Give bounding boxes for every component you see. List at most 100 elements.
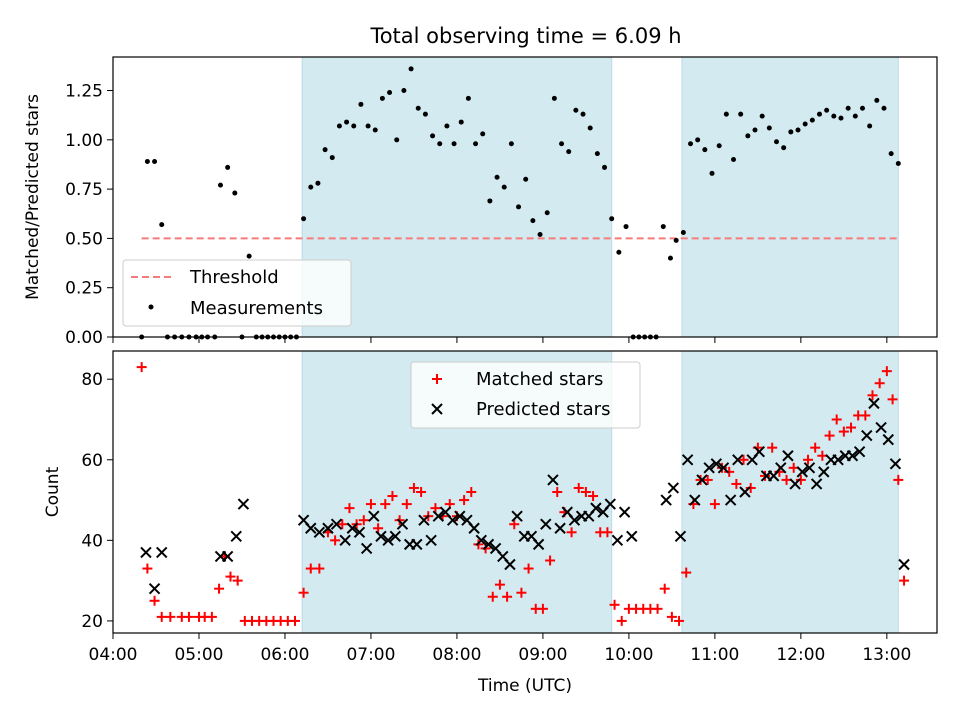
- matched-star-point: [232, 575, 243, 586]
- matched-star-point: [738, 454, 749, 465]
- x-stroke: [789, 478, 801, 490]
- predicted-star-point: [753, 446, 766, 458]
- predicted-star-point: [346, 522, 359, 534]
- x-stroke: [818, 466, 830, 478]
- predicted-star-point: [148, 582, 161, 595]
- matched-star-point: [760, 470, 771, 481]
- matched-star-point: [717, 462, 728, 473]
- x-stroke: [875, 421, 887, 434]
- matched-star-point: [365, 499, 376, 510]
- measurement-point: [387, 89, 393, 95]
- matched-star-point: [552, 487, 563, 497]
- observing-interval-shade: [681, 351, 899, 633]
- matched-star-point: [502, 591, 513, 602]
- predicted-legend-label: Predicted stars: [476, 399, 610, 420]
- x-stroke: [803, 462, 816, 474]
- x-stroke: [796, 466, 809, 478]
- matched-star-point: [666, 611, 677, 622]
- matched-star-point: [831, 414, 842, 425]
- predicted-star-point: [360, 542, 373, 555]
- bottom-axes-frame: [112, 350, 938, 634]
- matched-star-point: [314, 563, 325, 574]
- measurement-point: [573, 107, 579, 113]
- matched-star-point: [731, 478, 742, 489]
- x-stroke: [411, 538, 423, 551]
- x-stroke: [782, 450, 794, 462]
- x-stroke: [618, 506, 631, 518]
- x-stroke: [221, 550, 234, 563]
- matched-star-point: [183, 611, 194, 622]
- predicted-star-point: [626, 530, 638, 543]
- x-stroke: [439, 506, 452, 518]
- predicted-star-point: [446, 514, 459, 526]
- measurement-point: [759, 113, 765, 119]
- matched-star-point: [156, 611, 167, 622]
- measurement-point: [673, 237, 679, 243]
- x-stroke: [468, 522, 480, 534]
- predicted-star-point: [818, 466, 830, 478]
- x-stroke: [681, 454, 694, 466]
- measurement-point: [351, 123, 357, 129]
- predicted-star-point: [504, 558, 516, 571]
- predicted-star-point: [775, 462, 787, 474]
- measurement-point: [723, 111, 729, 117]
- predicted-star-point: [330, 518, 343, 530]
- predicted-star-point: [454, 510, 466, 522]
- x-stroke: [313, 526, 326, 538]
- x-tick-label: 06:00: [260, 645, 309, 665]
- x-tick-label: 10:00: [604, 645, 653, 665]
- matched-star-point: [225, 571, 236, 582]
- matched-star-point: [430, 503, 441, 514]
- matched-star-point: [523, 563, 534, 574]
- matched-star-point: [795, 474, 806, 485]
- matched-star-point: [416, 487, 427, 497]
- matched-star-point: [709, 499, 720, 510]
- measurement-point: [217, 182, 223, 188]
- x-stroke: [461, 514, 473, 526]
- measurement-point: [315, 180, 321, 186]
- x-stroke: [396, 518, 409, 530]
- measurement-point: [802, 121, 808, 127]
- predicted-star-point: [853, 446, 866, 458]
- measurement-point: [523, 176, 529, 182]
- predicted-star-point: [782, 450, 794, 462]
- y-tick-label: 0.25: [65, 279, 103, 299]
- x-stroke: [148, 582, 161, 595]
- x-stroke: [846, 450, 859, 462]
- measurement-point: [329, 155, 335, 161]
- top-y-axis-label: Matched/Predicted stars: [23, 94, 43, 300]
- measurement-point: [824, 107, 830, 113]
- x-stroke: [482, 538, 495, 551]
- matched-star-point: [387, 491, 398, 502]
- predicted-star-point: [368, 510, 380, 522]
- matched-star-point: [681, 567, 692, 578]
- x-stroke: [360, 542, 373, 555]
- matched-star-point: [838, 426, 849, 437]
- matched-star-point: [537, 603, 548, 614]
- y-tick-label: 40: [81, 531, 103, 551]
- x-stroke: [297, 514, 310, 526]
- matched-star-point: [142, 563, 153, 574]
- measurement-point: [838, 115, 844, 121]
- x-stroke: [382, 534, 394, 547]
- predicted-star-point: [382, 534, 394, 547]
- y-tick-label: 1.25: [65, 82, 103, 102]
- x-tick-label: 13:00: [862, 645, 911, 665]
- x-stroke: [230, 530, 242, 543]
- x-stroke: [696, 474, 708, 486]
- x-stroke: [882, 433, 894, 446]
- x-tick-label: 04:00: [89, 645, 138, 665]
- predicted-star-point: [618, 506, 631, 518]
- matched-star-point: [509, 519, 520, 530]
- x-stroke: [525, 530, 538, 543]
- predicted-star-point: [396, 518, 409, 530]
- x-stroke: [305, 522, 317, 534]
- measurement-point: [695, 137, 701, 143]
- predicted-star-point: [482, 538, 495, 551]
- measurement-point: [831, 113, 837, 119]
- x-stroke: [425, 534, 437, 547]
- measurement-point: [394, 137, 400, 143]
- top-shaded-regions: [301, 57, 899, 337]
- x-tick-label: 08:00: [432, 645, 481, 665]
- measurement-point: [667, 255, 673, 261]
